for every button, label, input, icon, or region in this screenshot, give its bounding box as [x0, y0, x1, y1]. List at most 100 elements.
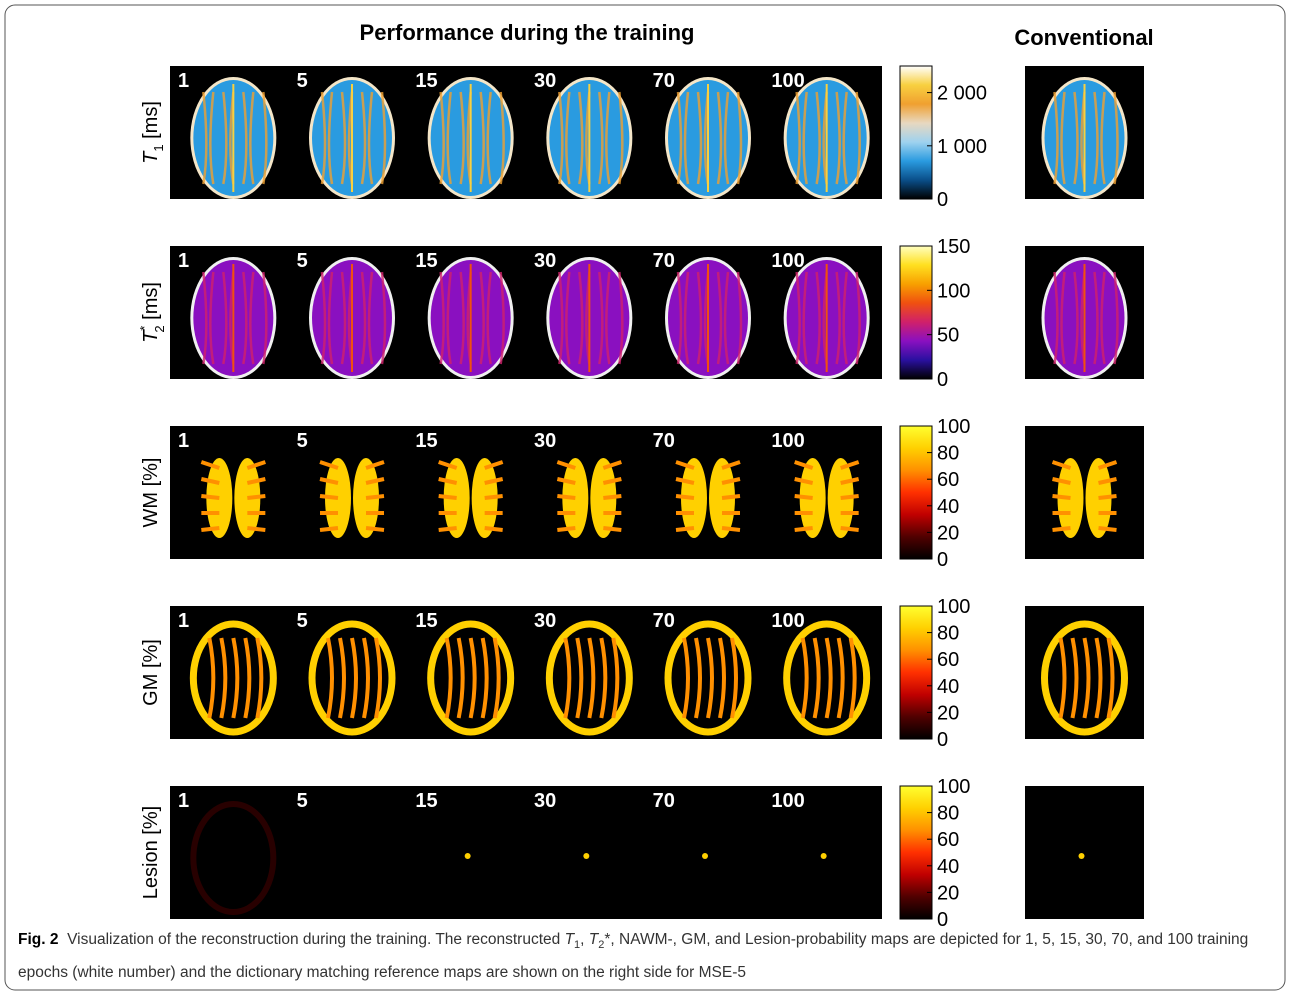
white-matter-branch [557, 494, 576, 500]
grey-matter-fold [694, 637, 702, 719]
white-matter-branch [675, 460, 695, 470]
brain-sulcus [222, 271, 228, 365]
brain-sulcus [1100, 271, 1106, 365]
brain-sulcus [835, 91, 841, 185]
grey-matter-fold [362, 637, 370, 719]
caption: Fig. 2 Visualization of the reconstructi… [18, 926, 1273, 987]
grey-matter-fold [456, 637, 465, 719]
white-matter-branch [1051, 460, 1072, 470]
white-matter-branch [794, 460, 814, 470]
brain-sulcus [676, 91, 683, 185]
epoch-label: 100 [771, 70, 804, 92]
grey-matter [308, 620, 396, 736]
grey-matter-fold [326, 637, 334, 719]
grey-matter-fold [800, 637, 809, 719]
white-matter-branch [319, 477, 339, 485]
colorbar-tick-label: 0 [937, 369, 948, 391]
grey-matter-fold [374, 637, 382, 719]
grey-matter-fold [1082, 637, 1091, 719]
brain-sulcus [558, 271, 564, 365]
grey-matter [189, 620, 277, 736]
brain-sulcus [479, 91, 485, 185]
grey-matter [1041, 620, 1128, 736]
epoch-label: 15 [415, 70, 437, 92]
colorbar [899, 425, 933, 560]
white-matter-branch [1098, 526, 1117, 532]
brain-sulcus [229, 91, 235, 185]
brain-sulcus [249, 91, 255, 185]
grey-matter [427, 620, 515, 736]
brain-sulcus [598, 91, 604, 185]
grey-matter-fold [848, 637, 857, 719]
colorbar-tick-label: 20 [937, 522, 959, 544]
brain-sulcus [578, 91, 584, 185]
brain-sulcus [598, 271, 604, 365]
brain-sulcus [360, 91, 367, 185]
colorbar-tick-label: 0 [937, 549, 948, 571]
brain-sulcus [822, 271, 828, 365]
brain-sulcus [605, 91, 611, 185]
caption-segment: *, NAWM-, GM, and Lesion-probability map… [18, 931, 1249, 982]
grey-matter-fold [468, 637, 477, 719]
white-matter-branch [602, 477, 622, 485]
white-matter-branch [201, 494, 220, 500]
epoch-label: 30 [534, 70, 556, 92]
lesion-spot [1078, 853, 1085, 859]
brain-sulcus [209, 271, 215, 365]
row-label-text: GM [%] [140, 639, 162, 706]
brain-sulcus [202, 91, 208, 185]
brain-sulcus [802, 271, 808, 365]
epoch-label: 100 [771, 250, 804, 272]
row-label-text: WM [%] [140, 458, 162, 528]
white-matter-branch [840, 526, 859, 532]
white-matter-branch [484, 460, 504, 470]
brain-sulcus [1113, 91, 1119, 185]
colorbar-tick-label: 100 [937, 416, 970, 438]
brain-sulcus [380, 91, 387, 185]
row-label-unit: [ms] [140, 101, 162, 144]
colorbar-tick-label: 40 [937, 496, 959, 518]
caption-segment: T [564, 931, 575, 948]
frame [4, 4, 1286, 991]
brain-sulcus [1060, 91, 1066, 185]
grey-matter-fold [444, 637, 453, 719]
lesion-spot [702, 853, 708, 859]
epoch-label: 30 [534, 610, 556, 632]
brain-sulcus [367, 271, 374, 365]
colorbar-tick-label: 20 [937, 702, 959, 724]
brain-sulcus [1093, 271, 1099, 365]
brain-sulcus [696, 91, 703, 185]
white-matter-branch [319, 526, 339, 532]
brain-sulcus [696, 271, 703, 365]
brain-sulcus [1093, 91, 1099, 185]
brain-sulcus [479, 271, 485, 365]
epoch-label: 15 [415, 790, 437, 812]
brain-sulcus [585, 91, 591, 185]
brain-sulcus [327, 91, 334, 185]
brain-sulcus [249, 271, 255, 365]
brain-sulcus [842, 271, 848, 365]
brain-sulcus [320, 91, 327, 185]
grey-matter-fold [718, 637, 726, 719]
map-strip [170, 606, 882, 739]
colorbar-tick-label: 40 [937, 676, 959, 698]
colorbar-tick-label: 60 [937, 469, 959, 491]
grey-matter-fold [706, 637, 714, 719]
white-matter-branch [794, 477, 814, 485]
grey-matter-fold [611, 637, 620, 719]
white-matter-branch [365, 460, 385, 470]
white-matter-branch [721, 526, 741, 532]
colorbar-tick-label: 60 [937, 829, 959, 851]
brain-sulcus [439, 271, 445, 365]
white-matter-branch [675, 477, 695, 485]
grey-matter [664, 620, 752, 736]
brain-sulcus [320, 271, 327, 365]
grey-matter-fold [350, 637, 358, 719]
epoch-label: 15 [415, 250, 437, 272]
brain-sulcus [822, 91, 828, 185]
white-matter-branch [721, 494, 741, 500]
white-matter-branch [794, 494, 813, 500]
